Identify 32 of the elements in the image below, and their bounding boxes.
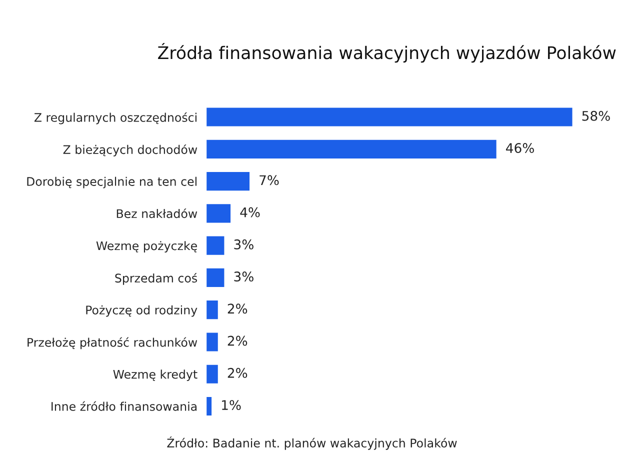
- data-label: 58%: [582, 110, 610, 121]
- data-label: 1%: [222, 400, 241, 410]
- bar: [206, 234, 226, 256]
- y-tick-label: Bez nakładów: [116, 208, 198, 218]
- data-label: 3%: [234, 272, 254, 282]
- data-label: 7%: [260, 175, 279, 186]
- text: Źródło: Badanie nt. planów wakacyjnych Polaków: [167, 436, 457, 450]
- data-label: 46%: [506, 143, 534, 154]
- bar: [206, 363, 220, 385]
- bar: [206, 106, 574, 128]
- data-label: 2%: [228, 336, 248, 346]
- data-label: 2%: [228, 304, 248, 314]
- y-tick-label: Przełożę płatność rachunków: [28, 337, 198, 350]
- bar: [206, 267, 226, 288]
- bar: [206, 396, 213, 417]
- bar: [206, 331, 220, 353]
- y-tick-label: Wezmę kredyt: [113, 370, 198, 382]
- y-tick-label: Sprzedam coś: [115, 272, 198, 285]
- y-tick-label: Z regularnych oszczędności: [34, 112, 196, 124]
- data-label: 3%: [234, 239, 254, 250]
- bar: [206, 202, 232, 224]
- bar: [206, 170, 251, 192]
- data-label: 4%: [240, 207, 260, 218]
- y-tick-label: Inne źródło finansowania: [52, 401, 197, 411]
- y-tick-label: Dorobię specjalnie na ten cel: [27, 176, 196, 188]
- chart-title: Źródła finansowania wakacyjnych wyjazdów Polaków: [158, 42, 616, 63]
- data-label: 2%: [228, 368, 248, 378]
- y-tick-label: Pożyczę od rodziny: [86, 305, 198, 317]
- y-tick-label: Z bieżących dochodów: [63, 144, 198, 156]
- bar: [206, 299, 220, 320]
- bar: [206, 138, 498, 160]
- y-tick-label: Wezmę pożyczkę: [96, 241, 197, 253]
